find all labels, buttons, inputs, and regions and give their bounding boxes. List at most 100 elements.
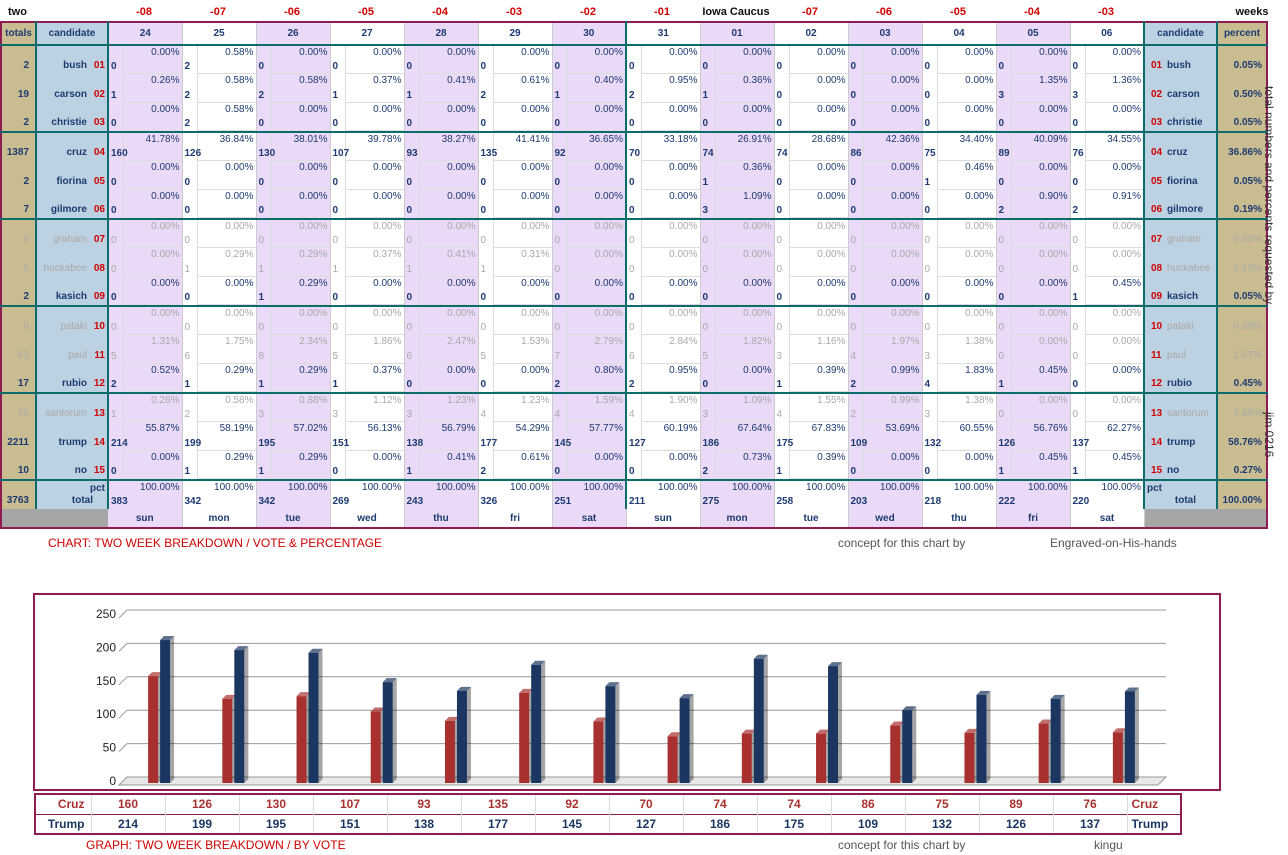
graph-floor xyxy=(117,776,1168,786)
candidate-number: 03 xyxy=(1151,117,1163,128)
day-cell: 0.00% 0 xyxy=(552,103,627,133)
cell-divider xyxy=(641,220,699,248)
cell-divider xyxy=(123,220,181,248)
day-count: 160 xyxy=(111,148,128,159)
candidate-number: 09 xyxy=(93,291,105,302)
day-cell: 0.00% 0 xyxy=(182,306,257,335)
day-percent: 0.00% xyxy=(669,191,698,202)
candidate-number: 01 xyxy=(93,60,105,71)
series-value: 160 xyxy=(91,794,166,814)
day-count: 0 xyxy=(776,235,783,246)
cell-divider xyxy=(1010,133,1069,161)
day-cell: 0.00% 0 xyxy=(552,190,627,220)
day-count: 0 xyxy=(258,235,265,246)
cell-divider xyxy=(1084,422,1142,451)
cell-divider xyxy=(1010,103,1070,130)
candidate-cell: rubio 12 xyxy=(36,364,109,394)
candidate-cell: carson 02 xyxy=(36,74,109,103)
day-count: 3 xyxy=(406,409,413,420)
cell-divider xyxy=(714,307,773,335)
cell-divider xyxy=(123,46,181,74)
day-cell: 0.00% 0 xyxy=(996,161,1071,190)
day-percent: 0.00% xyxy=(669,249,698,260)
cell-divider xyxy=(123,451,181,478)
cell-divider xyxy=(788,451,848,478)
day-percent: 67.64% xyxy=(737,423,772,434)
day-count: 1 xyxy=(111,90,117,101)
cell-divider xyxy=(1084,451,1143,478)
cell-divider xyxy=(123,161,181,190)
candidate-total: 5 xyxy=(1,248,37,277)
day-cell: 0.00% 0 xyxy=(478,190,553,220)
totals-header: totals xyxy=(1,22,37,46)
bar-graph: 0 50 100 150 200 250 xyxy=(33,593,1221,791)
day-cell: 1.55% 4 xyxy=(774,393,849,422)
series-value: 214 xyxy=(91,814,166,834)
day-count: 0 xyxy=(776,205,783,216)
cell-divider xyxy=(1084,307,1142,335)
day-percent: 42.36% xyxy=(885,134,920,145)
day-count: 0 xyxy=(184,322,191,333)
candidate-number: 02 xyxy=(1151,89,1163,100)
cell-divider xyxy=(344,190,404,217)
day-cell: 0.29% 1 xyxy=(182,364,257,394)
day-count: 0 xyxy=(924,264,931,275)
day-total-percent: 100.00% xyxy=(288,482,328,493)
cell-divider xyxy=(862,74,921,103)
day-percent: 0.00% xyxy=(1039,395,1068,406)
day-cell: 38.01% 130 xyxy=(256,132,331,161)
day-percent: 55.87% xyxy=(145,423,180,434)
day-count: 3 xyxy=(258,409,265,420)
day-count: 2 xyxy=(702,466,709,477)
series-value: 151 xyxy=(313,814,388,834)
day-percent: 0.00% xyxy=(891,191,920,202)
day-cell: 0.00% 0 xyxy=(182,277,257,307)
day-cell: 0.00% 0 xyxy=(330,190,405,220)
candidate-number: 09 xyxy=(1151,291,1163,302)
cell-divider xyxy=(788,277,848,304)
day-percent: 0.36% xyxy=(743,162,772,173)
day-cell: 0.29% 1 xyxy=(182,248,257,277)
cell-divider xyxy=(788,220,847,248)
day-count: 0 xyxy=(629,205,635,216)
day-count: 0 xyxy=(702,264,709,275)
cell-divider xyxy=(1010,335,1069,364)
candidate-name: carson xyxy=(1167,89,1200,100)
offset-label: -03 xyxy=(1098,6,1114,18)
day-total-count: 251 xyxy=(554,496,572,507)
day-count: 1 xyxy=(258,292,265,303)
day-cell: 0.00% 0 xyxy=(478,219,553,248)
cell-divider xyxy=(492,74,551,103)
day-count: 0 xyxy=(998,409,1005,420)
cell-divider xyxy=(1084,335,1142,364)
day-count: 70 xyxy=(629,148,641,159)
day-cell: 0.00% 0 xyxy=(848,277,923,307)
bar-side xyxy=(1060,694,1065,783)
day-cell: 1.12% 3 xyxy=(330,393,405,422)
day-count: 0 xyxy=(111,322,117,333)
cell-divider xyxy=(196,422,255,451)
cell-divider xyxy=(641,133,699,161)
candidate-name: santorum xyxy=(45,408,87,419)
candidate-name: christie xyxy=(51,117,87,128)
cell-divider xyxy=(862,161,921,190)
day-cell: 57.77% 145 xyxy=(552,422,627,451)
day-count: 0 xyxy=(998,61,1005,72)
day-percent: 0.00% xyxy=(891,75,920,86)
cell-divider xyxy=(492,190,552,217)
total-label: total xyxy=(71,495,93,506)
bar-trump xyxy=(382,682,393,783)
offset-label: -05 xyxy=(950,6,966,18)
day-percent: 0.37% xyxy=(373,249,402,260)
day-count: 1 xyxy=(406,90,413,101)
day-cell: 0.00% 0 xyxy=(478,103,553,133)
cell-divider xyxy=(641,190,699,217)
day-count: 0 xyxy=(850,292,857,303)
cell-divider xyxy=(492,133,551,161)
day-cell: 56.79% 138 xyxy=(404,422,479,451)
day-percent: 1.59% xyxy=(594,395,623,406)
candidate-row: 10 no 15 0.00% 0 0.29% 1 0.29% 1 0.00% 0 0.41% 1 0.61… xyxy=(1,451,1267,481)
day-count: 1 xyxy=(111,409,117,420)
bar-side xyxy=(615,682,620,783)
cell-divider xyxy=(270,190,330,217)
